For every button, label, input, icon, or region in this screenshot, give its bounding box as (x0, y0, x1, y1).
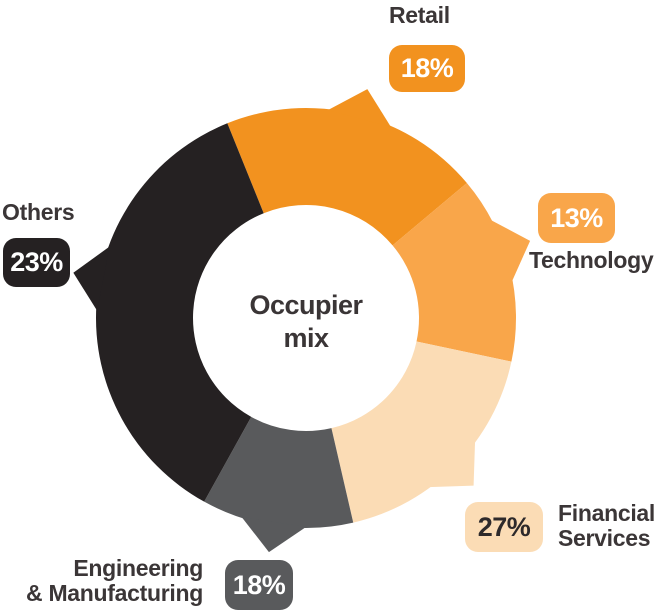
callout-others-title: Others (2, 199, 75, 225)
retail-percent-badge: 18% (389, 45, 465, 92)
technology-percent-badge: 13% (538, 193, 615, 243)
chart-center-title: Occupier mix (206, 289, 406, 355)
callout-financial-services-title: Financial Services (558, 501, 655, 551)
chart-center-title-line2: mix (283, 323, 329, 353)
donut-segment-engineering-manufacturing (204, 416, 354, 529)
financial-services-percent-badge: 27% (465, 502, 543, 552)
donut-pointer-others (73, 246, 110, 311)
donut-segment-financial-services (331, 341, 512, 523)
engineering-manufacturing-percent-badge: 18% (225, 560, 293, 610)
donut-pointer-engineering-manufacturing (241, 516, 306, 553)
donut-pointer-financial-services (428, 440, 476, 488)
donut-pointer-technology (490, 219, 531, 282)
chart-center-title-line1: Occupier (249, 290, 363, 320)
donut-segment-retail (227, 107, 467, 246)
donut-segment-technology (392, 183, 516, 362)
callout-financial-services-title-line1: Financial (558, 500, 655, 526)
donut-pointer-retail (327, 89, 392, 128)
callout-engineering-manufacturing-title: Engineering & Manufacturing (0, 556, 203, 606)
others-percent-badge: 23% (3, 238, 70, 287)
donut-segment-others (95, 123, 264, 502)
callout-financial-services-title-line2: Services (558, 525, 651, 551)
callout-engineering-manufacturing-title-line1: Engineering (73, 555, 203, 581)
callout-engineering-manufacturing-title-line2: & Manufacturing (26, 580, 203, 606)
callout-technology-title: Technology (529, 247, 654, 273)
callout-retail-title: Retail (389, 2, 450, 28)
